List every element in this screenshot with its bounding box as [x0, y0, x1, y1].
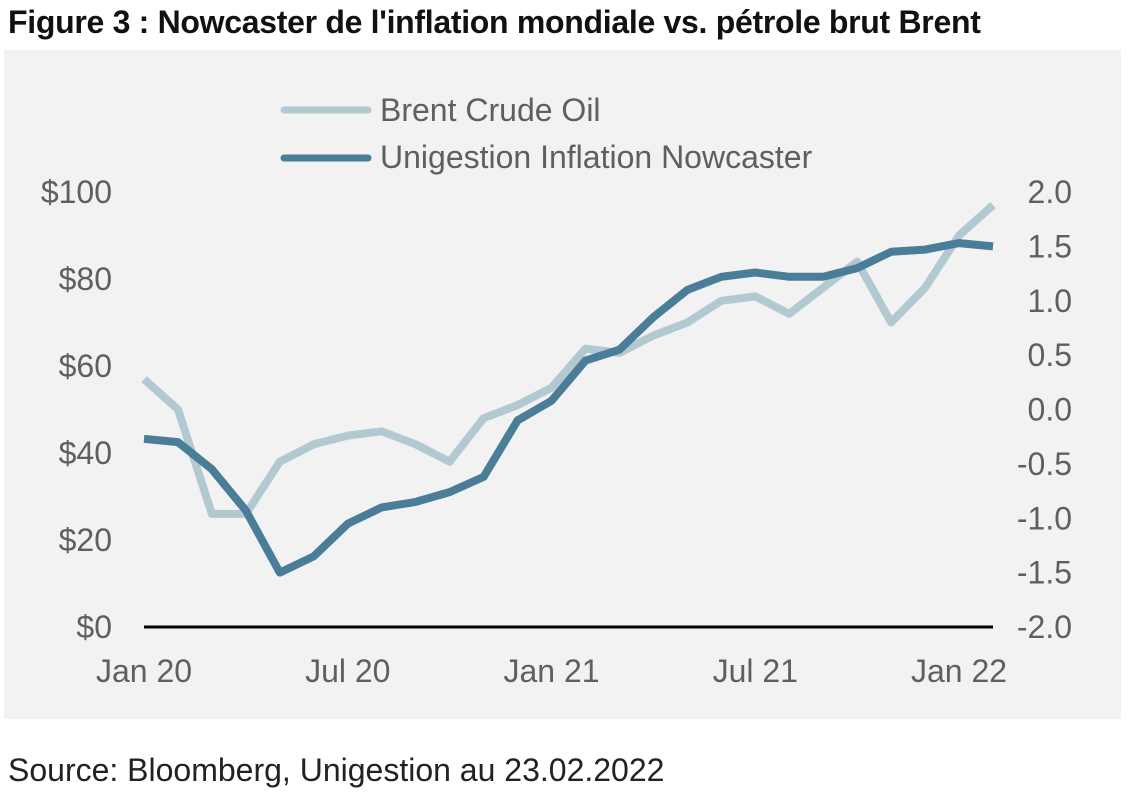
nowcaster-point — [717, 273, 725, 281]
nowcaster-point — [344, 520, 352, 528]
nowcaster-point — [446, 488, 454, 496]
brent-point — [785, 310, 793, 318]
right-tick-label: -1.5 — [1017, 555, 1072, 591]
brent-point — [514, 401, 522, 409]
nowcaster-point — [378, 503, 386, 511]
series-points — [140, 201, 997, 577]
brent-point — [480, 414, 488, 422]
brent-point — [174, 406, 182, 414]
brent-point — [140, 375, 148, 383]
nowcaster-point — [276, 569, 284, 577]
brent-point — [819, 284, 827, 292]
right-tick-label: 1.0 — [1028, 283, 1072, 319]
brent-point — [548, 384, 556, 392]
brent-point — [344, 432, 352, 440]
right-tick-label: 0.5 — [1028, 337, 1072, 373]
nowcaster-point — [615, 346, 623, 354]
right-axis-ticks: 2.0 1.5 1.0 0.5 0.0 -0.5 -1.0 -1.5 -2.0 — [1017, 174, 1072, 645]
right-tick-label: 2.0 — [1028, 174, 1072, 210]
nowcaster-point — [819, 273, 827, 281]
nowcaster-point — [174, 438, 182, 446]
brent-point — [683, 319, 691, 327]
nowcaster-point — [921, 246, 929, 254]
legend-label-brent: Brent Crude Oil — [380, 92, 601, 128]
x-tick-label: Jul 21 — [713, 653, 798, 689]
brent-point — [208, 510, 216, 518]
x-tick-label: Jan 20 — [96, 653, 192, 689]
x-tick-label: Jul 20 — [305, 653, 390, 689]
nowcaster-point — [140, 435, 148, 443]
brent-point — [751, 292, 759, 300]
right-tick-label: -2.0 — [1017, 609, 1072, 645]
brent-point — [276, 458, 284, 466]
chart: Brent Crude Oil Unigestion Inflation Now… — [41, 92, 1072, 689]
brent-point — [310, 440, 318, 448]
brent-point — [921, 284, 929, 292]
brent-point — [955, 232, 963, 240]
brent-point — [581, 345, 589, 353]
x-tick-label: Jan 22 — [911, 653, 1007, 689]
nowcaster-point — [853, 264, 861, 272]
series-line-brent — [141, 202, 996, 518]
nowcaster-point — [649, 313, 657, 321]
nowcaster-point — [989, 242, 997, 250]
nowcaster-point — [208, 465, 216, 473]
nowcaster-point — [514, 416, 522, 424]
nowcaster-point — [751, 268, 759, 276]
nowcaster-point — [581, 357, 589, 365]
brent-point — [378, 427, 386, 435]
brent-point — [989, 201, 997, 209]
left-tick-label: $40 — [59, 435, 112, 471]
nowcaster-point — [412, 498, 420, 506]
right-tick-label: 1.5 — [1028, 228, 1072, 264]
left-tick-label: $100 — [41, 174, 112, 210]
nowcaster-point — [242, 507, 250, 515]
left-tick-label: $60 — [59, 348, 112, 384]
figure-title: Figure 3 : Nowcaster de l'inflation mond… — [8, 4, 981, 40]
brent-point — [887, 319, 895, 327]
brent-point — [412, 440, 420, 448]
nowcaster-point — [480, 473, 488, 481]
source-note: Source: Bloomberg, Unigestion au 23.02.2… — [8, 752, 665, 788]
nowcaster-point — [785, 273, 793, 281]
x-axis-ticks: Jan 20 Jul 20 Jan 21 Jul 21 Jan 22 — [96, 653, 1007, 689]
legend-label-nowcaster: Unigestion Inflation Nowcaster — [380, 139, 813, 175]
left-axis-ticks: $100 $80 $60 $40 $20 $0 — [41, 174, 112, 645]
series-line-nowcaster — [143, 239, 994, 577]
brent-point — [649, 332, 657, 340]
nowcaster-point — [955, 239, 963, 247]
x-tick-label: Jan 21 — [503, 653, 599, 689]
nowcaster-point — [548, 397, 556, 405]
left-tick-label: $0 — [76, 609, 112, 645]
left-tick-label: $20 — [59, 522, 112, 558]
brent-point — [717, 297, 725, 305]
nowcaster-point — [310, 552, 318, 560]
right-tick-label: 0.0 — [1028, 392, 1072, 428]
nowcaster-point — [887, 248, 895, 256]
right-tick-label: -0.5 — [1017, 446, 1072, 482]
left-tick-label: $80 — [59, 261, 112, 297]
nowcaster-point — [683, 286, 691, 294]
legend: Brent Crude Oil Unigestion Inflation Now… — [280, 92, 813, 175]
brent-point — [446, 458, 454, 466]
right-tick-label: -1.0 — [1017, 500, 1072, 536]
